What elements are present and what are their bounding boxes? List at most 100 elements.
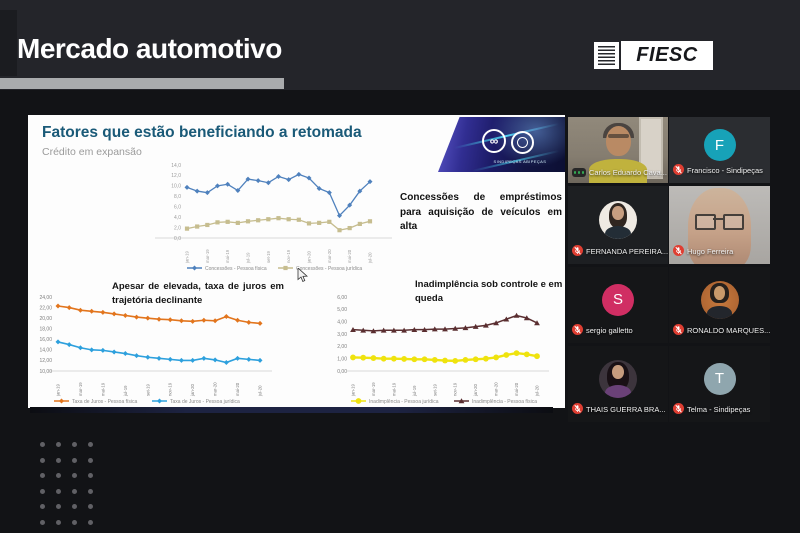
- mic-muted-icon: [673, 403, 684, 416]
- participant-tile[interactable]: F Francisco - Sindipeças: [669, 117, 770, 183]
- decor-dot: [88, 504, 93, 510]
- svg-text:set-19: set-19: [145, 383, 150, 396]
- participant-name: Telma - Sindipeças: [687, 405, 751, 414]
- participant-tile[interactable]: Hugo Ferreira: [669, 186, 770, 264]
- svg-text:5,00: 5,00: [337, 307, 347, 313]
- decor-dot: [72, 442, 77, 447]
- decor-dot: [40, 457, 45, 463]
- svg-text:mai-19: mai-19: [225, 249, 230, 263]
- svg-text:Concessões - Pessoa jurídica: Concessões - Pessoa jurídica: [296, 266, 362, 272]
- svg-text:14,00: 14,00: [39, 348, 52, 354]
- abipecas-ring-icon: [511, 131, 534, 154]
- participant-tile[interactable]: RONALDO MARQUES...: [669, 267, 770, 343]
- chart-concessoes: 14,0 12,0 10,0 8,0 6,0 4,0 2,0 0,0 jan-19 mar-19 m…: [155, 163, 392, 272]
- decor-dot: [88, 442, 93, 447]
- mic-muted-icon: [673, 245, 684, 258]
- svg-text:24,00: 24,00: [39, 295, 52, 301]
- slide-bottom-strip: [30, 407, 553, 413]
- svg-text:mai-19: mai-19: [391, 382, 396, 396]
- svg-text:jul-19: jul-19: [246, 252, 251, 264]
- svg-text:jan-20: jan-20: [473, 383, 478, 397]
- chart-juros: 24,00 22,00 20,00 18,00 16,00 14,00 12,00 10,00…: [39, 295, 272, 405]
- svg-text:mar-19: mar-19: [371, 382, 376, 396]
- svg-text:jul-19: jul-19: [123, 385, 128, 397]
- svg-text:nov-19: nov-19: [168, 382, 173, 396]
- svg-text:jul-20: jul-20: [368, 252, 373, 264]
- svg-text:jan-19: jan-19: [351, 383, 356, 397]
- decor-dot: [72, 504, 77, 510]
- decor-dot-grid: [40, 442, 93, 525]
- decor-dot: [56, 442, 61, 447]
- svg-text:set-19: set-19: [266, 250, 271, 263]
- video-feed: [568, 117, 668, 183]
- svg-text:jan-20: jan-20: [190, 383, 195, 397]
- participant-grid: Carlos Eduardo Cava... F Francisco - Sin…: [568, 117, 770, 422]
- mic-muted-icon: [673, 324, 684, 337]
- svg-text:6,0: 6,0: [174, 205, 181, 211]
- title-underline: [0, 78, 284, 89]
- slide-subtitle: Crédito em expansão: [42, 146, 142, 158]
- chart-juros-title: Apesar de elevada, taxa de juros em traj…: [112, 281, 284, 307]
- participant-name: sergio galletto: [586, 326, 633, 335]
- page-title: Mercado automotivo: [17, 33, 282, 64]
- decor-dot: [56, 473, 61, 479]
- svg-text:mai-20: mai-20: [235, 382, 240, 396]
- decor-dot: [40, 473, 45, 479]
- mouse-cursor: [297, 267, 309, 288]
- svg-text:18,00: 18,00: [39, 327, 52, 333]
- svg-text:3,00: 3,00: [337, 332, 347, 338]
- decor-dot: [56, 519, 61, 525]
- svg-text:jul-20: jul-20: [258, 385, 263, 397]
- decor-dot: [88, 488, 93, 494]
- svg-text:jan-20: jan-20: [307, 250, 312, 264]
- svg-text:10,00: 10,00: [39, 369, 52, 375]
- participant-tile[interactable]: FERNANDA PEREIRA...: [568, 186, 668, 264]
- decor-dot: [72, 519, 77, 525]
- svg-text:mai-20: mai-20: [347, 249, 352, 263]
- svg-text:mar-19: mar-19: [78, 382, 83, 396]
- svg-text:nov-19: nov-19: [453, 382, 458, 396]
- banner-caption: SINDIPEÇAS ABIPEÇAS: [493, 159, 547, 164]
- decor-dot: [72, 488, 77, 494]
- header: Mercado automotivo FIESC: [0, 0, 800, 90]
- video-feed: [669, 186, 770, 264]
- svg-text:1,00: 1,00: [337, 356, 347, 362]
- participant-tile[interactable]: T Telma - Sindipeças: [669, 346, 770, 422]
- svg-text:2,00: 2,00: [337, 344, 347, 350]
- participant-tile[interactable]: Carlos Eduardo Cava...: [568, 117, 668, 183]
- svg-text:Inadimplência - Pessoa física: Inadimplência - Pessoa física: [472, 399, 537, 405]
- svg-text:16,00: 16,00: [39, 337, 52, 343]
- svg-text:jan-19: jan-19: [56, 383, 61, 397]
- participant-name: THAIS GUERRA BRA...: [586, 405, 666, 414]
- annotation-concessoes: Concessões de empréstimos para aquisição…: [400, 192, 562, 232]
- avatar: T: [703, 362, 736, 395]
- svg-text:0,00: 0,00: [337, 369, 347, 375]
- mic-muted-icon: [572, 245, 583, 258]
- decor-dot: [56, 488, 61, 494]
- slide-title: Fatores que estão beneficiando a retomad…: [42, 124, 362, 141]
- svg-text:jul-20: jul-20: [535, 385, 540, 397]
- mic-muted-icon: [572, 324, 583, 337]
- fiesc-logo: FIESC: [594, 41, 713, 70]
- participant-name: Carlos Eduardo Cava...: [589, 168, 667, 177]
- avatar: S: [602, 283, 634, 316]
- decor-dot: [40, 504, 45, 510]
- participant-tile[interactable]: S sergio galletto: [568, 267, 668, 343]
- chart-inadimplencia: 6,00 5,00 4,00 3,00 2,00 1,00 0,00 jan-19 mar-19…: [337, 295, 549, 405]
- decor-dot: [56, 457, 61, 463]
- svg-text:Inadimplência - Pessoa jurídic: Inadimplência - Pessoa jurídica: [369, 399, 439, 405]
- sindipecas-logo-banner: SINDIPEÇAS ABIPEÇAS: [438, 117, 565, 172]
- decor-dot: [72, 473, 77, 479]
- svg-text:Taxa de Juros - Pessoa jurídic: Taxa de Juros - Pessoa jurídica: [170, 399, 240, 405]
- svg-text:14,0: 14,0: [171, 163, 181, 169]
- svg-text:mar-20: mar-20: [213, 382, 218, 396]
- decor-dot: [88, 473, 93, 479]
- svg-text:jul-19: jul-19: [412, 385, 417, 397]
- svg-text:0,0: 0,0: [174, 236, 181, 242]
- svg-text:12,0: 12,0: [171, 173, 181, 179]
- banner-streak: [454, 122, 559, 149]
- avatar: F: [703, 129, 736, 162]
- participant-tile[interactable]: THAIS GUERRA BRA...: [568, 346, 668, 422]
- mic-muted-icon: [572, 403, 583, 416]
- avatar: [700, 280, 739, 319]
